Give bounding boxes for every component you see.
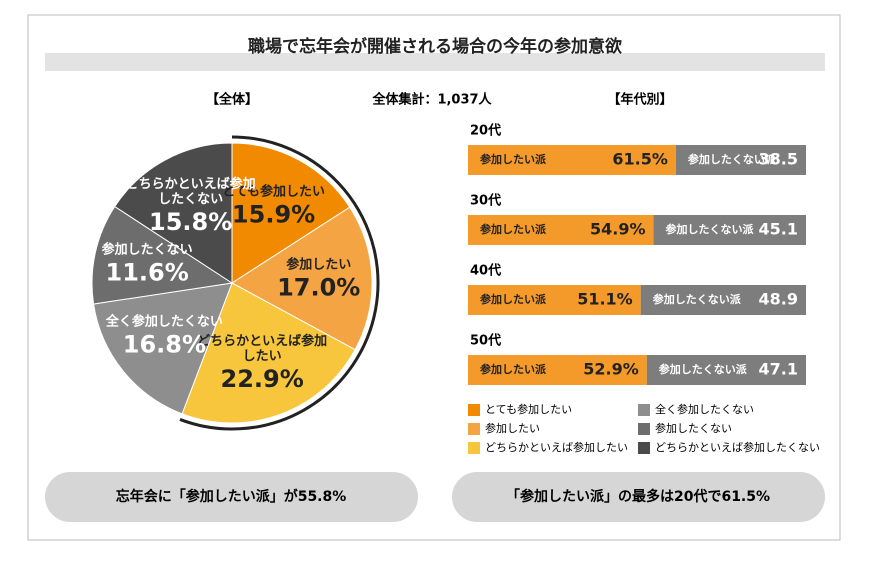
category-label: 30代 xyxy=(470,193,501,209)
value-label: 45.1 xyxy=(759,220,798,239)
pie-category: 参加したくない xyxy=(101,242,193,258)
pie-slice xyxy=(181,282,356,424)
legend-label: どちらかといえば参加したくない xyxy=(655,440,820,454)
pie-category: どちらかといえば参加したい xyxy=(197,334,328,365)
legend-swatch xyxy=(638,404,650,416)
legend-label: どちらかといえば参加したい xyxy=(485,440,628,454)
bar-segment xyxy=(646,355,806,385)
footer-pill xyxy=(452,472,825,522)
legend-swatch xyxy=(468,423,480,435)
pie-label: どちらかといえば参加したい 22.9% xyxy=(197,334,327,394)
series-name: 参加したい派 xyxy=(480,362,547,376)
pie-slice xyxy=(231,142,351,284)
bar-segment xyxy=(640,285,806,315)
value-label: 54.9% xyxy=(590,220,646,239)
legend-label: とても参加したい xyxy=(485,402,572,416)
bar-segment xyxy=(468,215,654,245)
pie-value: 16.8% xyxy=(122,330,207,359)
series-name: 参加したくない派 xyxy=(688,152,777,166)
highlight-arc xyxy=(179,135,380,431)
bar-subtitle: 【年代別】 xyxy=(607,92,672,108)
pie-category: とても参加したい xyxy=(222,184,326,200)
legend-swatch xyxy=(638,423,650,435)
pie-subtitle: 【全体】 xyxy=(206,92,258,108)
title: 職場で忘年会が開催される場合の今年の参加意欲 xyxy=(248,36,622,57)
value-label: 47.1 xyxy=(759,360,798,379)
value-label: 61.5% xyxy=(612,150,668,169)
bar-segment xyxy=(653,215,806,245)
bar-segment xyxy=(468,285,641,315)
category-label: 20代 xyxy=(470,123,501,139)
series-name: 参加したくない派 xyxy=(653,292,742,306)
bar-segment xyxy=(675,145,806,175)
legend-label: 参加したくない xyxy=(655,421,732,435)
pie-slice xyxy=(231,206,373,351)
pie-value: 15.9% xyxy=(231,200,316,229)
pie-value: 22.9% xyxy=(220,365,304,394)
pie-label: どちらかといえば参加したくない 15.8% xyxy=(126,177,256,237)
legend-swatch xyxy=(638,442,650,454)
pie-category: 全く参加したくない xyxy=(105,314,223,330)
category-label: 50代 xyxy=(470,333,501,349)
pie-slice xyxy=(93,282,233,415)
pie-category: 参加したい xyxy=(286,257,352,273)
legend-label: 参加したい xyxy=(485,421,540,435)
value-label: 38.5 xyxy=(759,150,798,169)
footer-text: 「参加したい派」の最多は20代で61.5% xyxy=(506,488,770,505)
pie-category: どちらかといえば参加したくない xyxy=(125,176,256,207)
total-note: 全体集計：1,037人 xyxy=(371,92,492,108)
bar-segment xyxy=(468,355,647,385)
series-name: 参加したい派 xyxy=(480,292,547,306)
series-name: 参加したい派 xyxy=(480,222,547,236)
pie-slice xyxy=(114,142,233,284)
pie-slice xyxy=(91,205,234,305)
pie-value: 11.6% xyxy=(105,258,189,287)
legend-swatch xyxy=(468,442,480,454)
title-bar xyxy=(45,53,825,71)
value-label: 52.9% xyxy=(583,360,639,379)
bar-segment xyxy=(468,145,676,175)
series-name: 参加したくない派 xyxy=(659,362,748,376)
pie-value: 15.8% xyxy=(149,207,233,236)
pie-label: 全く参加したくない 16.8% xyxy=(99,315,229,360)
legend-swatch xyxy=(468,404,480,416)
series-name: 参加したくない派 xyxy=(666,222,755,236)
footer-pill xyxy=(45,472,418,522)
footer-text: 忘年会に「参加したい派」が55.8% xyxy=(116,488,347,505)
pie-label: 参加したい 17.0% xyxy=(254,257,384,302)
value-label: 51.1% xyxy=(577,290,633,309)
frame xyxy=(27,14,841,541)
value-label: 48.9 xyxy=(759,290,798,309)
pie-label: 参加したくない 11.6% xyxy=(82,242,212,287)
category-label: 40代 xyxy=(470,263,501,279)
legend-label: 全く参加したくない xyxy=(655,402,754,416)
pie-label: とても参加したい 15.9% xyxy=(209,184,339,229)
pie-value: 17.0% xyxy=(277,273,361,302)
series-name: 参加したい派 xyxy=(480,152,547,166)
